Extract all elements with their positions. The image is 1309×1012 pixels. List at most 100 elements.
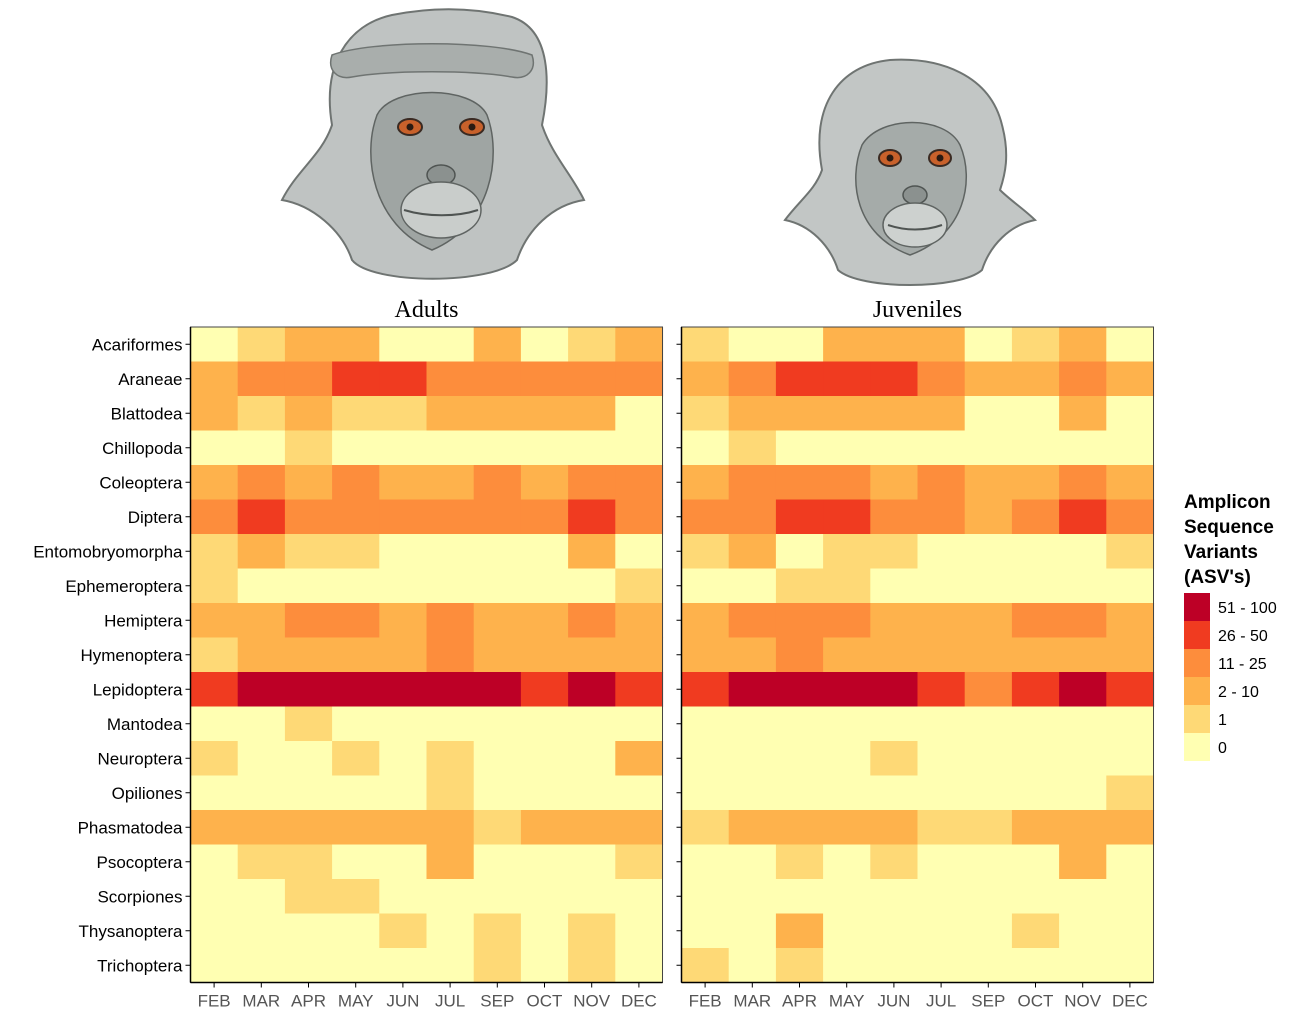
heatmap-cell	[1011, 706, 1060, 742]
x-tick-label: JUN	[877, 992, 910, 1011]
heatmap-cell	[615, 499, 664, 535]
heatmap-cell	[237, 327, 286, 363]
heatmap-cell	[473, 568, 522, 604]
heatmap-cell	[870, 810, 919, 846]
heatmap-cell	[681, 361, 730, 397]
heatmap-cell	[1059, 775, 1107, 811]
heatmap-cell	[284, 396, 333, 432]
heatmap-cell	[917, 430, 966, 466]
heatmap-cell	[964, 775, 1013, 811]
heatmap-cell	[1059, 568, 1107, 604]
y-tick-label: Chillopoda	[102, 439, 183, 458]
heatmap-cell	[284, 637, 333, 673]
heatmap-cell	[1059, 430, 1107, 466]
heatmap-cell	[728, 810, 777, 846]
heatmap-cell	[190, 430, 239, 466]
heatmap-cell	[823, 430, 871, 466]
heatmap-cell	[1011, 741, 1060, 777]
y-tick-label: Psocoptera	[97, 853, 184, 872]
heatmap-cell	[379, 465, 428, 501]
heatmap-cell	[1106, 327, 1155, 363]
x-tick-label: APR	[291, 992, 326, 1011]
heatmap-cell	[568, 706, 616, 742]
heatmap-cell	[1106, 672, 1155, 708]
heatmap-cell	[964, 568, 1013, 604]
heatmap-cell	[1106, 361, 1155, 397]
heatmap-cell	[728, 948, 777, 984]
heatmap-cell	[568, 879, 616, 915]
heatmap-cell	[190, 568, 239, 604]
y-tick-label: Hemiptera	[104, 611, 183, 630]
heatmap-cell	[237, 879, 286, 915]
heatmap-cell	[284, 672, 333, 708]
heatmap-cell	[964, 741, 1013, 777]
heatmap-cell	[870, 361, 919, 397]
heatmap-cell	[379, 741, 428, 777]
legend-swatch	[1184, 733, 1210, 761]
y-tick-label: Lepidoptera	[93, 680, 183, 699]
heatmap-cell	[917, 741, 966, 777]
legend-label: 26 - 50	[1218, 628, 1268, 645]
heatmap-cell	[568, 327, 616, 363]
heatmap-cell	[1011, 361, 1060, 397]
x-tick-label: OCT	[1018, 992, 1054, 1011]
heatmap-cell	[473, 879, 522, 915]
y-tick-label: Thysanoptera	[79, 922, 183, 941]
heatmap-cell	[728, 465, 777, 501]
heatmap-cell	[823, 499, 871, 535]
x-tick-label: FEB	[198, 992, 231, 1011]
heatmap-cell	[237, 706, 286, 742]
heatmap-cell	[190, 672, 239, 708]
heatmap-cell	[520, 844, 569, 880]
heatmap-cell	[681, 948, 730, 984]
heatmap-cell	[1059, 327, 1107, 363]
heatmap-cell	[681, 706, 730, 742]
heatmap-cell	[823, 465, 871, 501]
heatmap-cell	[520, 568, 569, 604]
heatmap-cell	[917, 948, 966, 984]
heatmap-cell	[870, 499, 919, 535]
heatmap-cell	[473, 361, 522, 397]
heatmap-cell	[917, 327, 966, 363]
heatmap-cell	[1059, 361, 1107, 397]
x-tick-label: SEP	[971, 992, 1005, 1011]
heatmap-cell	[823, 637, 871, 673]
heatmap-cell	[681, 396, 730, 432]
heatmap-cell	[237, 603, 286, 639]
heatmap-cell	[568, 568, 616, 604]
heatmap-cell	[870, 637, 919, 673]
heatmap-cell	[426, 948, 475, 984]
heatmap-cell	[964, 396, 1013, 432]
heatmap-cell	[1011, 396, 1060, 432]
heatmap-cell	[1011, 810, 1060, 846]
heatmap-cell	[473, 844, 522, 880]
x-tick-label: APR	[782, 992, 817, 1011]
heatmap-cell	[284, 879, 333, 915]
heatmap-cell	[568, 603, 616, 639]
heatmap-cell	[190, 361, 239, 397]
heatmap-cell	[775, 534, 824, 570]
heatmap-cell	[284, 741, 333, 777]
heatmap-cell	[1059, 465, 1107, 501]
heatmap-cell	[615, 465, 664, 501]
heatmap-cell	[379, 534, 428, 570]
heatmap-cell	[870, 430, 919, 466]
heatmap-cell	[615, 775, 664, 811]
heatmap-cell	[1059, 913, 1107, 949]
heatmap-cell	[379, 637, 428, 673]
heatmap-cell	[870, 775, 919, 811]
heatmap-cell	[284, 775, 333, 811]
heatmap-cell	[520, 499, 569, 535]
heatmap-cell	[332, 396, 380, 432]
heatmap-cell	[332, 499, 380, 535]
heatmap-cell	[332, 327, 380, 363]
heatmap-cell	[964, 672, 1013, 708]
legend-label: 0	[1218, 740, 1227, 757]
x-tick-label: MAR	[733, 992, 771, 1011]
heatmap-cell	[568, 672, 616, 708]
heatmap-cell	[1059, 879, 1107, 915]
heatmap-cell	[917, 603, 966, 639]
heatmap-cell	[332, 534, 380, 570]
heatmap-cell	[379, 396, 428, 432]
heatmap-cell	[917, 810, 966, 846]
